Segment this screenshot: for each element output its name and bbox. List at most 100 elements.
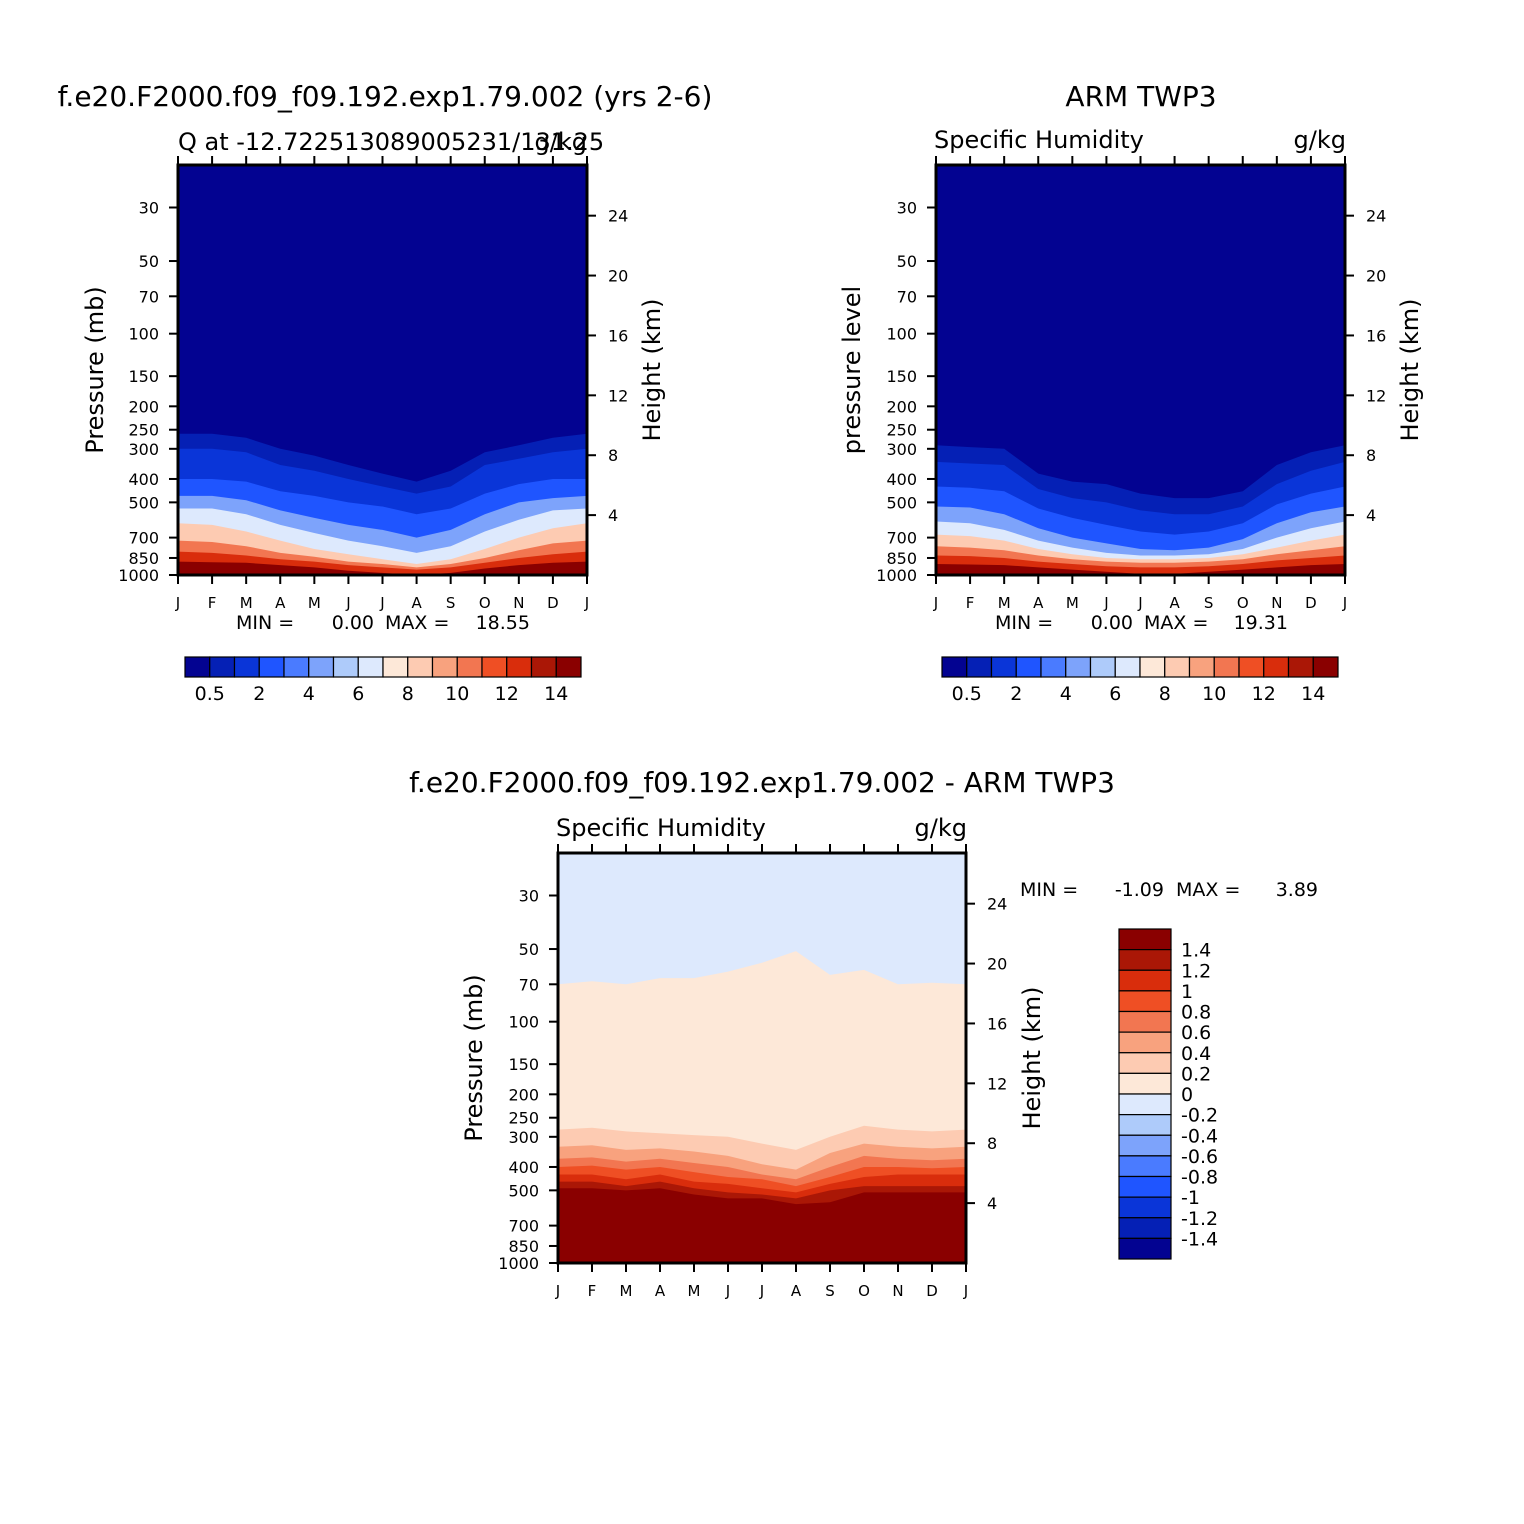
contour-band-8 — [178, 561, 587, 575]
colorbar-box — [258, 656, 285, 678]
y-right-tick-label: 8 — [1366, 446, 1376, 465]
panel-subtitle-left: Specific Humidity — [934, 126, 1144, 154]
colorbar-box — [1263, 656, 1290, 678]
y-tick-label: 850 — [128, 549, 159, 568]
x-tick-label: J — [933, 594, 938, 612]
colorbar-label: 10 — [445, 683, 469, 705]
colorbar-box — [1118, 1134, 1172, 1157]
y-tick-label: 1000 — [118, 566, 159, 585]
y-tick-label: 300 — [886, 440, 917, 459]
colorbar-box — [555, 656, 582, 678]
panel-subtitle-right: g/kg — [1294, 126, 1346, 154]
colorbar-box — [1312, 656, 1339, 678]
y-tick-label: 500 — [128, 493, 159, 512]
x-tick-label: S — [825, 1282, 835, 1300]
x-tick-label: A — [1169, 594, 1180, 612]
y-tick-label: 100 — [508, 1013, 539, 1032]
colorbar-box — [1118, 928, 1172, 951]
x-tick-label: D — [926, 1282, 938, 1300]
y-tick-label: 400 — [886, 470, 917, 489]
x-tick-label: J — [1103, 594, 1108, 612]
y-right-tick-label: 16 — [608, 326, 628, 345]
colorbar-box — [481, 656, 508, 678]
colorbar-box — [530, 656, 557, 678]
y-tick-label: 30 — [897, 198, 917, 217]
colorbar-label: -0.8 — [1181, 1167, 1218, 1189]
x-tick-label: A — [791, 1282, 802, 1300]
colorbar-box — [1118, 1155, 1172, 1178]
colorbar-box — [1118, 1196, 1172, 1219]
panel-title: ARM TWP3 — [1065, 80, 1216, 113]
y-right-tick-label: 12 — [608, 386, 628, 405]
max-label: MAX = — [1176, 879, 1240, 901]
y-tick-label: 150 — [508, 1055, 539, 1074]
panel-model: f.e20.F2000.f09_f09.192.exp1.79.002 (yrs… — [58, 80, 713, 705]
y-tick-label: 250 — [508, 1109, 539, 1128]
min-value: -1.09 — [1115, 879, 1164, 901]
x-tick-label: N — [1271, 594, 1282, 612]
y-axis-label: Pressure (mb) — [81, 286, 109, 453]
colorbar-box — [1188, 656, 1215, 678]
y-tick-label: 50 — [139, 252, 159, 271]
colorbar-label: 8 — [402, 683, 414, 705]
x-tick-label: M — [240, 594, 253, 612]
panel-title: f.e20.F2000.f09_f09.192.exp1.79.002 (yrs… — [58, 80, 713, 113]
y-axis-label: Pressure (mb) — [460, 974, 488, 1141]
x-tick-label: N — [892, 1282, 903, 1300]
colorbar: 1.41.210.80.60.40.20-0.2-0.4-0.6-0.8-1-1… — [1118, 928, 1218, 1260]
colorbar-box — [1139, 656, 1166, 678]
x-tick-label: J — [555, 1282, 560, 1300]
y-right-tick-label: 24 — [608, 207, 628, 226]
min-label: MIN = — [1020, 879, 1078, 901]
colorbar-box — [184, 656, 211, 678]
y-tick-label: 850 — [886, 549, 917, 568]
x-tick-label: A — [1033, 594, 1044, 612]
contour-fills — [178, 165, 587, 575]
x-tick-label: O — [858, 1282, 870, 1300]
x-tick-label: F — [588, 1282, 597, 1300]
colorbar-label: 0.8 — [1181, 1002, 1211, 1024]
y-tick-label: 250 — [886, 421, 917, 440]
colorbar-box — [357, 656, 384, 678]
colorbar-label: 0.4 — [1181, 1043, 1211, 1065]
y-right-tick-label: 4 — [608, 506, 618, 525]
x-tick-label: S — [1204, 594, 1214, 612]
y-right-tick-label: 24 — [1366, 207, 1386, 226]
x-tick-label: M — [1066, 594, 1079, 612]
colorbar-box — [1287, 656, 1314, 678]
colorbar-box — [1118, 1093, 1172, 1116]
y-axis-right-label: Height (km) — [1018, 987, 1046, 1130]
colorbar-box — [990, 656, 1017, 678]
colorbar-box — [233, 656, 260, 678]
contour-band-8 — [936, 564, 1345, 575]
x-tick-label: O — [479, 594, 491, 612]
y-tick-label: 50 — [519, 940, 539, 959]
colorbar-box — [1118, 1237, 1172, 1260]
y-right-tick-label: 16 — [987, 1014, 1007, 1033]
y-tick-label: 70 — [139, 287, 159, 306]
y-axis-right-label: Height (km) — [638, 299, 666, 442]
colorbar-label: 0.6 — [1181, 1022, 1211, 1044]
panel-title: f.e20.F2000.f09_f09.192.exp1.79.002 - AR… — [409, 766, 1115, 799]
panel-subtitle-left: Specific Humidity — [556, 814, 766, 842]
colorbar-box — [382, 656, 409, 678]
y-right-tick-label: 24 — [987, 895, 1007, 914]
colorbar-label: -0.2 — [1181, 1105, 1218, 1127]
y-tick-label: 300 — [508, 1128, 539, 1147]
colorbar: 0.5 2 4 6 8 10 12 14 — [184, 656, 582, 705]
colorbar-label: 14 — [544, 683, 568, 705]
y-right-tick-label: 4 — [1366, 506, 1376, 525]
x-tick-label: A — [411, 594, 422, 612]
y-tick-label: 700 — [128, 529, 159, 548]
panel-subtitle-right: g/kg — [535, 128, 587, 156]
y-tick-label: 300 — [128, 440, 159, 459]
colorbar-label: 12 — [1252, 683, 1276, 705]
colorbar-label: 6 — [352, 683, 364, 705]
colorbar-label: 6 — [1109, 683, 1121, 705]
colorbar-box — [941, 656, 968, 678]
y-right-tick-label: 20 — [608, 267, 628, 286]
colorbar-box — [431, 656, 458, 678]
colorbar-box — [1118, 1114, 1172, 1136]
